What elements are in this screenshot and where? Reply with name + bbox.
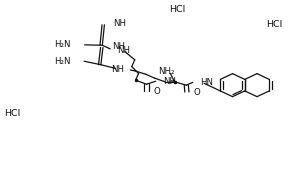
Text: H₂N: H₂N — [54, 40, 71, 49]
Text: HCl: HCl — [169, 5, 186, 14]
Text: O: O — [153, 87, 160, 96]
Text: HN: HN — [200, 78, 213, 87]
Text: NH: NH — [117, 46, 130, 55]
Text: NH: NH — [112, 42, 125, 51]
Text: H₂N: H₂N — [54, 57, 70, 66]
Text: O: O — [193, 88, 200, 97]
Text: NH: NH — [113, 19, 126, 28]
Text: NH: NH — [111, 65, 124, 74]
Text: NH₂: NH₂ — [158, 67, 175, 76]
Text: HCl: HCl — [4, 109, 21, 118]
Text: HCl: HCl — [267, 20, 283, 29]
Text: NH: NH — [163, 77, 176, 86]
